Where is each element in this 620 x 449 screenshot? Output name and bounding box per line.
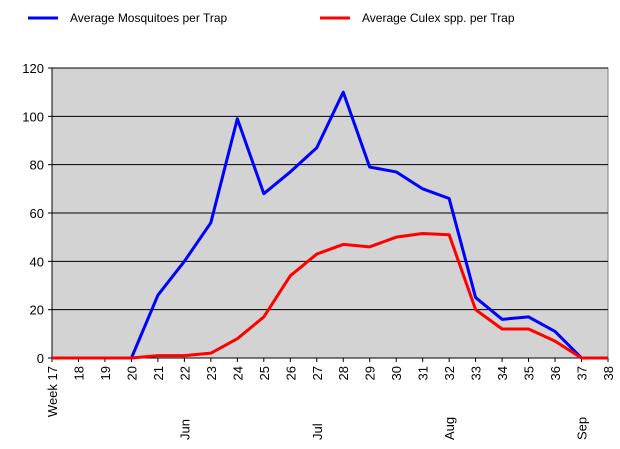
x-tick-label: 29 [363,366,378,380]
series-line [52,90,608,360]
y-tick-label: 120 [22,61,44,76]
x-group-label: Aug [442,417,457,440]
x-tick-label: 38 [601,366,616,380]
y-tick-label: 100 [22,109,44,124]
x-tick-label: 24 [230,366,245,380]
x-tick-label: 18 [71,366,86,380]
x-group-label: Sep [575,417,590,440]
x-tick-label: 36 [548,366,563,380]
x-tick-label: 26 [283,366,298,380]
x-tick-label: Week 17 [45,366,60,417]
x-tick-label: 25 [257,366,272,380]
x-tick-label: 28 [336,366,351,380]
legend-label: Average Mosquitoes per Trap [70,11,228,25]
x-tick-label: 21 [151,366,166,380]
x-tick-label: 35 [522,366,537,380]
x-tick-label: 30 [389,366,404,380]
x-tick-label: 37 [575,366,590,380]
series-line [52,232,608,360]
x-tick-label: 22 [177,366,192,380]
y-tick-label: 20 [30,303,44,318]
legend-label: Average Culex spp. per Trap [362,11,515,25]
x-tick-label: 27 [310,366,325,380]
x-group-label: Jun [177,419,192,440]
x-group-label: Jul [310,423,325,440]
y-tick-label: 80 [30,158,44,173]
x-tick-label: 31 [416,366,431,380]
y-tick-label: 40 [30,254,44,269]
x-tick-label: 32 [442,366,457,380]
x-tick-label: 34 [495,366,510,380]
y-tick-label: 0 [37,351,44,366]
x-tick-label: 33 [469,366,484,380]
x-tick-label: 23 [204,366,219,380]
x-tick-label: 19 [98,366,113,380]
x-tick-label: 20 [124,366,139,380]
y-tick-label: 60 [30,206,44,221]
